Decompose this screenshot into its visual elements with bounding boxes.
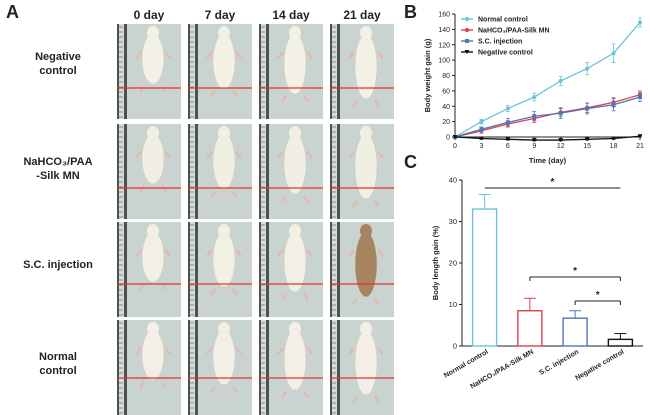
mouse-photo: [117, 320, 181, 415]
mouse-photo: [330, 320, 394, 415]
bar: [471, 208, 498, 347]
series-line: [454, 96, 641, 138]
legend-marker: [464, 50, 470, 54]
data-point: [611, 51, 616, 56]
data-point: [532, 94, 537, 100]
y-tick-label: 0: [446, 135, 450, 142]
mouse-photo: [259, 24, 323, 119]
y-tick-label: 20: [442, 119, 450, 126]
series-line: [454, 135, 641, 141]
column-header-day-14: 14 day: [272, 8, 310, 22]
y-tick-label: 40: [442, 104, 450, 111]
legend-label: NaHCO₃/PAA-Silk MN: [478, 28, 550, 35]
mouse-photo: [117, 222, 181, 317]
mouse-photo: [188, 320, 252, 415]
mouse-photo: [117, 124, 181, 219]
y-tick-label: 20: [449, 259, 457, 268]
x-tick-label: 0: [453, 143, 457, 150]
row-label-sc-injection: S.C. injection: [23, 259, 93, 271]
significance-asterisk: *: [596, 290, 600, 301]
mouse-photo: [188, 124, 252, 219]
y-tick-label: 10: [449, 300, 457, 309]
mouse-photo: [330, 124, 394, 219]
data-point: [637, 20, 643, 25]
panel-c-letter: C: [404, 152, 417, 172]
data-point: [479, 127, 484, 132]
bar: [517, 310, 543, 347]
mouse-photo: [259, 320, 323, 415]
row-label-silk-mn: NaHCO₃/PAA -Silk MN: [23, 156, 93, 182]
bar: [562, 317, 588, 347]
category-label: S.C. injection: [538, 349, 580, 377]
data-point: [585, 106, 590, 111]
data-point: [558, 111, 563, 116]
x-tick-label: 15: [583, 143, 591, 150]
mouse-photo: [188, 24, 252, 119]
panel-a-letter: A: [6, 2, 19, 22]
x-axis-title: Time (day): [529, 156, 567, 165]
x-tick-label: 9: [532, 143, 536, 150]
x-tick-label: 6: [506, 143, 510, 150]
data-point: [505, 120, 510, 125]
y-tick-label: 80: [442, 73, 450, 80]
data-point: [452, 135, 458, 139]
legend-label: S.C. injection: [478, 39, 522, 46]
data-point: [611, 102, 616, 107]
data-point: [585, 66, 590, 71]
y-tick-label: 40: [449, 176, 457, 185]
data-point: [558, 78, 563, 83]
data-point: [611, 136, 616, 141]
data-point: [532, 114, 537, 119]
data-point: [558, 138, 564, 143]
data-point: [505, 106, 510, 111]
significance-asterisk: *: [551, 177, 555, 188]
data-point: [505, 137, 511, 142]
mouse-photo: [259, 124, 323, 219]
data-point: [479, 119, 484, 124]
data-point: [638, 95, 642, 100]
data-point: [584, 137, 590, 142]
legend-marker: [465, 39, 469, 43]
y-axis-title: Body weight gain (g): [423, 38, 432, 112]
y-tick-label: 60: [442, 88, 450, 95]
y-tick-label: 100: [438, 58, 450, 65]
legend-label: Normal control: [478, 17, 528, 24]
y-tick-label: 160: [438, 12, 450, 19]
bar: [607, 338, 634, 347]
legend-marker: [464, 27, 470, 33]
data-point: [637, 134, 643, 139]
x-tick-label: 3: [479, 143, 483, 150]
mouse-photo: [117, 24, 181, 119]
column-header-day-0: 0 day: [133, 8, 165, 22]
y-tick-label: 120: [438, 42, 450, 49]
significance-asterisk: *: [573, 266, 577, 277]
data-point: [479, 136, 484, 141]
mouse-photo: [259, 222, 323, 317]
series-line: [454, 94, 641, 138]
y-tick-label: 30: [449, 217, 457, 226]
column-header-day-7: 7 day: [204, 8, 236, 22]
column-header-day-21: 21 day: [343, 8, 381, 22]
x-tick-label: 21: [636, 143, 644, 150]
mouse-photo: [330, 222, 394, 317]
x-tick-label: 18: [610, 143, 618, 150]
legend-label: Negative control: [478, 50, 533, 57]
data-point: [531, 138, 537, 143]
row-label-normal-control: Normal control: [39, 351, 77, 377]
mouse-photo: [188, 222, 252, 317]
category-label: Normal control: [443, 349, 490, 380]
y-tick-label: 0: [453, 342, 457, 351]
series-line: [454, 22, 641, 138]
panel-b-letter: B: [404, 2, 417, 22]
y-tick-label: 140: [438, 27, 450, 34]
mouse-photo: [330, 24, 394, 119]
x-tick-label: 12: [557, 143, 565, 150]
legend-marker: [464, 16, 470, 22]
row-label-negative-control: Negative control: [35, 51, 81, 77]
category-label: Negative control: [574, 349, 625, 383]
y-axis-title: Body length gain (%): [431, 225, 440, 300]
